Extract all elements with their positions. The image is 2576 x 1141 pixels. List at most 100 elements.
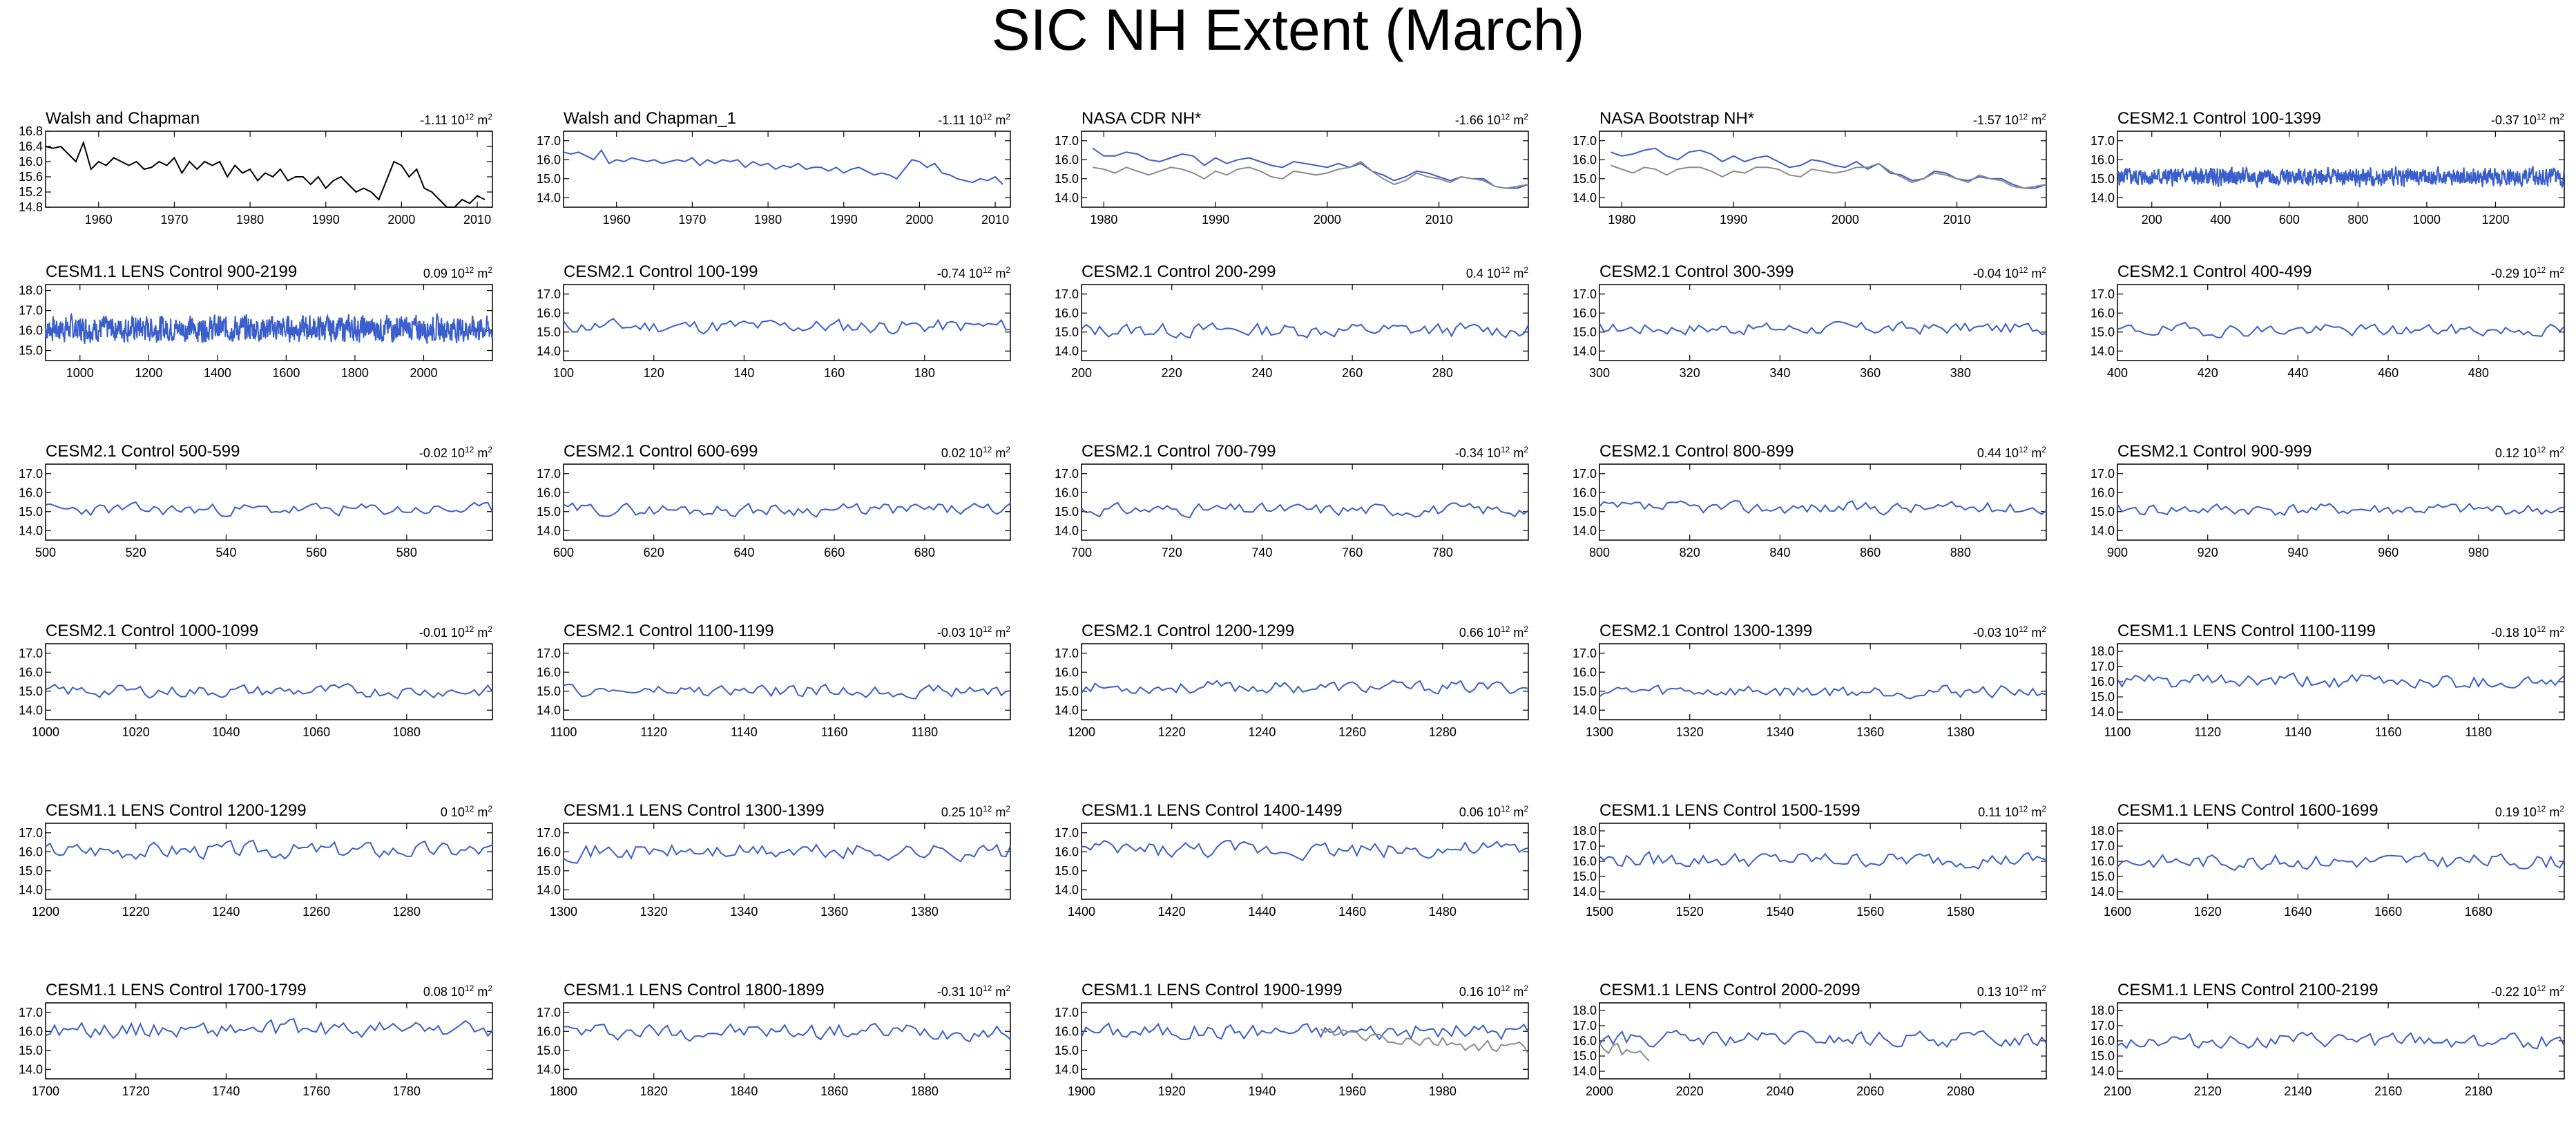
x-tick-label: 100 — [553, 366, 574, 380]
x-tick-label: 2000 — [410, 366, 437, 380]
trend-value: -0.01 — [419, 626, 448, 640]
x-tick-label: 180 — [914, 366, 935, 380]
panel-title: CESM1.1 LENS Control 1600-1699 — [2117, 801, 2378, 820]
x-tick-label: 600 — [2279, 213, 2300, 227]
x-tick-label: 740 — [1251, 546, 1272, 559]
panel-plot: 14.0 15.0 16.0 17.0 1980 1990 2000 2010 — [1573, 131, 2047, 227]
y-tick-label: 16.0 — [1573, 153, 1597, 166]
trend-suffix-exp: 2 — [488, 112, 492, 122]
x-tick-label: 1300 — [1586, 725, 1613, 739]
panel-plot: 14.0 15.0 16.0 17.0 700 720 740 760 780 — [1055, 463, 1529, 559]
y-tick-label: 15.0 — [2090, 325, 2115, 339]
x-tick-label: 880 — [1950, 546, 1971, 559]
trend-label: 0.44 1012 m2 — [1977, 445, 2046, 461]
x-tick-label: 1700 — [32, 1084, 59, 1098]
chart-panel: CESM2.1 Control 600-699 0.02 1012 m2 14.0 1… — [518, 430, 1036, 602]
axes: 14.0 15.0 16.0 17.0 300 320 340 360 380 — [1573, 285, 2046, 380]
x-tick-label: 1980 — [236, 213, 264, 227]
series-line — [45, 683, 493, 700]
trend-suffix: m — [2028, 446, 2042, 460]
y-tick-label: 16.0 — [537, 1024, 561, 1038]
trend-unit: 10 — [2519, 446, 2537, 460]
y-tick-label: 17.0 — [19, 1006, 43, 1019]
x-tick-label: 1040 — [212, 725, 240, 739]
chart-panel: CESM2.1 Control 200-299 0.4 1012 m2 14.0 15… — [1036, 250, 1554, 423]
chart-panel: CESM2.1 Control 700-799 -0.34 1012 m2 14.0… — [1036, 430, 1554, 602]
plot-frame — [1599, 823, 2047, 900]
trend-value: -1.11 — [938, 113, 965, 127]
trend-value: 0.19 — [2495, 805, 2519, 819]
y-tick-label: 14.0 — [1573, 703, 1597, 717]
x-tick-label: 140 — [733, 366, 754, 380]
x-tick-label: 1240 — [1248, 725, 1276, 739]
chart-panel: CESM1.1 LENS Control 2100-2199 -0.22 1012… — [2072, 968, 2576, 1141]
trend-exp: 12 — [1500, 112, 1510, 122]
y-tick-label: 18.0 — [2090, 824, 2115, 838]
x-tick-label: 1320 — [1676, 725, 1704, 739]
plot-frame — [2117, 1002, 2565, 1080]
panel-plot: 14.0 15.0 16.0 17.0 1200 1220 1240 1260 1280 — [19, 823, 493, 919]
y-tick-label: 14.0 — [537, 1062, 561, 1076]
y-tick-label: 16.0 — [19, 486, 43, 499]
panel-title: CESM1.1 LENS Control 900-2199 — [46, 262, 298, 281]
x-tick-label: 800 — [1589, 546, 1610, 559]
x-tick-label: 1020 — [122, 725, 150, 739]
plot-frame — [1599, 284, 2047, 361]
axes: 14.0 15.0 16.0 17.0 400 420 440 460 480 — [2090, 285, 2564, 380]
plot-frame — [45, 131, 493, 208]
plot-frame — [563, 131, 1011, 208]
series-line — [563, 843, 1011, 864]
y-tick-label: 14.0 — [1055, 883, 1079, 897]
y-tick-label: 14.0 — [1573, 1064, 1597, 1078]
plot-frame — [563, 284, 1011, 361]
panel-plot: 14.0 15.0 16.0 17.0 1200 1220 1240 1260 1280 — [1055, 643, 1529, 739]
x-tick-label: 1640 — [2284, 905, 2311, 919]
y-tick-label: 14.0 — [19, 703, 43, 717]
trend-suffix: m — [474, 446, 488, 460]
chart-panel: CESM2.1 Control 900-999 0.12 1012 m2 14.0 1… — [2072, 430, 2576, 602]
x-tick-label: 300 — [1589, 366, 1610, 380]
panel-title: CESM2.1 Control 100-1399 — [2117, 109, 2321, 128]
y-tick-label: 17.0 — [537, 467, 561, 481]
axes: 14.0 15.0 16.0 17.0 1100 1120 1140 1160 1180 — [537, 644, 1010, 739]
chart-panel: NASA Bootstrap NH* -1.57 1012 m2 14.0 15.0 1… — [1554, 97, 2072, 269]
trend-unit: 10 — [1483, 446, 1501, 460]
y-tick-label: 17.0 — [19, 304, 43, 318]
series-line — [563, 502, 1011, 518]
series-line — [1081, 839, 1529, 861]
trend-exp: 12 — [1500, 265, 1510, 275]
plot-frame — [45, 284, 493, 361]
y-tick-label: 17.0 — [537, 1006, 561, 1019]
trend-value: 0.25 — [941, 805, 965, 819]
trend-unit: 10 — [447, 805, 465, 819]
plot-frame — [563, 643, 1011, 720]
x-tick-label: 460 — [2378, 366, 2399, 380]
y-tick-label: 15.0 — [1055, 505, 1079, 519]
y-tick-label: 17.0 — [19, 826, 43, 840]
plot-frame — [1081, 823, 1529, 900]
y-tick-label: 14.0 — [1055, 1062, 1079, 1076]
y-tick-label: 15.0 — [19, 505, 43, 519]
trend-exp: 12 — [464, 265, 474, 275]
series-line — [563, 683, 1011, 700]
series-line — [45, 312, 493, 344]
series-line — [1093, 160, 1529, 189]
chart-panel: CESM1.1 LENS Control 1600-1699 0.19 1012 … — [2072, 789, 2576, 961]
trend-unit: 10 — [447, 626, 465, 640]
x-tick-label: 1180 — [911, 725, 938, 739]
x-tick-label: 1980 — [1608, 213, 1635, 227]
x-tick-label: 1920 — [1158, 1084, 1186, 1098]
panel-title: CESM2.1 Control 700-799 — [1082, 442, 1276, 461]
x-tick-label: 1980 — [1090, 213, 1117, 227]
chart-panel: CESM2.1 Control 1200-1299 0.66 1012 m2 14.… — [1036, 609, 1554, 782]
series-line — [1081, 1022, 1529, 1041]
y-tick-label: 15.0 — [1055, 325, 1079, 339]
trend-suffix: m — [1510, 267, 1524, 280]
y-tick-label: 14.0 — [2090, 344, 2115, 358]
x-tick-label: 2010 — [463, 213, 491, 227]
trend-exp: 12 — [2536, 445, 2546, 454]
x-tick-label: 1380 — [1947, 725, 1974, 739]
trend-value: -1.66 — [1454, 113, 1483, 127]
axes: 14.0 15.0 16.0 17.0 100 120 140 160 180 — [537, 285, 1010, 380]
plot-frame — [2117, 131, 2565, 208]
